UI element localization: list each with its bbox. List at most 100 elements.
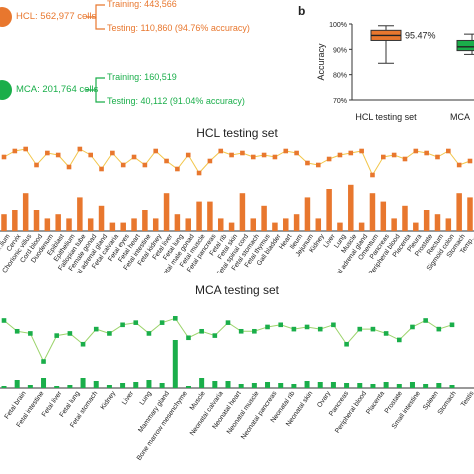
category-label: Spleen [422, 390, 440, 412]
bar [265, 382, 271, 388]
line-point [391, 152, 397, 158]
line-point [344, 341, 349, 347]
line-point [294, 150, 299, 156]
bar [225, 381, 231, 388]
bar [159, 383, 165, 388]
bar [212, 381, 218, 388]
bar [67, 385, 73, 388]
bar [217, 218, 224, 231]
bar [174, 214, 181, 231]
line-point [110, 150, 115, 156]
line-point [436, 326, 442, 332]
line-point [383, 331, 389, 336]
line-point [99, 166, 104, 172]
bar [87, 218, 94, 231]
line-point [175, 166, 180, 172]
line-point [238, 328, 244, 334]
bar [283, 218, 289, 231]
bar [27, 385, 33, 388]
line-point [424, 150, 429, 156]
mca-circle [0, 80, 12, 100]
bar [12, 210, 18, 231]
line-point [218, 148, 224, 154]
y-axis-label: Accuracy [316, 43, 326, 81]
line-point [80, 341, 86, 347]
line-point [229, 152, 234, 158]
line-point [41, 359, 46, 364]
line-point [240, 150, 245, 156]
bar [317, 382, 323, 388]
line-point [55, 152, 61, 158]
line-point [23, 146, 28, 152]
y-tick-label: 70% [333, 98, 347, 105]
line-point [93, 326, 99, 332]
mca-testing-label: Testing: 40,112 (91.04% accuracy) [107, 96, 245, 106]
bar [1, 214, 7, 231]
bar [120, 222, 126, 231]
bar [445, 218, 452, 231]
line-point [12, 148, 18, 154]
line-point [305, 160, 310, 166]
line-point [381, 154, 386, 160]
bar [344, 383, 350, 388]
bar [185, 218, 191, 231]
line-point [153, 148, 159, 154]
line-point [120, 322, 125, 328]
category-label: Lung [139, 390, 154, 407]
bar [44, 218, 51, 231]
bar [402, 205, 408, 231]
bar [196, 201, 202, 231]
bar [423, 384, 429, 388]
line-point [396, 337, 402, 343]
line-point [199, 328, 204, 334]
bar [304, 197, 311, 231]
line-point [315, 162, 321, 168]
hcl-label: HCL: 562,977 cells [16, 11, 97, 22]
line-point [120, 162, 126, 168]
category-label: Testis [460, 390, 474, 409]
line-point [272, 154, 278, 160]
line-point [370, 326, 376, 332]
bar [33, 210, 40, 231]
accuracy-box-plot: 100% 90% 80% 70% Accuracy 95.47% HCL testing s… [316, 22, 474, 122]
hcl-chart-title: HCL testing set [196, 126, 278, 140]
line-point [1, 318, 7, 323]
panel-b-label: b [298, 4, 306, 18]
bar [207, 201, 213, 231]
bar [278, 383, 284, 388]
line-point [317, 326, 323, 332]
line-point [250, 154, 256, 160]
mca-chart-title: MCA testing set [194, 283, 280, 297]
bar [434, 214, 441, 231]
line-point [1, 154, 7, 160]
category-label: Liver [121, 390, 136, 407]
bar [185, 386, 191, 388]
bar [383, 382, 389, 388]
bar [14, 380, 20, 388]
bar [315, 218, 322, 231]
bar [22, 193, 29, 231]
bar [77, 197, 83, 231]
line-point [131, 154, 137, 160]
bar [456, 193, 462, 231]
line-point [207, 158, 213, 164]
bar [409, 382, 415, 388]
bar [228, 222, 235, 231]
line-point [28, 331, 33, 336]
line-point [185, 152, 191, 158]
y-tick-label: 90% [333, 47, 347, 54]
bar [396, 384, 402, 388]
bar [238, 384, 244, 388]
line-point [456, 162, 462, 168]
line-point [446, 148, 451, 154]
mca-training-label: Training: 160,519 [107, 72, 177, 82]
line-point [337, 152, 343, 158]
bar [163, 193, 170, 231]
line-point [331, 322, 336, 328]
line-point [410, 324, 415, 330]
line-point [304, 324, 310, 330]
line-point [357, 326, 363, 332]
mca-label: MCA: 201,764 cells [16, 84, 99, 95]
bar [370, 384, 376, 388]
line-point [34, 162, 39, 168]
